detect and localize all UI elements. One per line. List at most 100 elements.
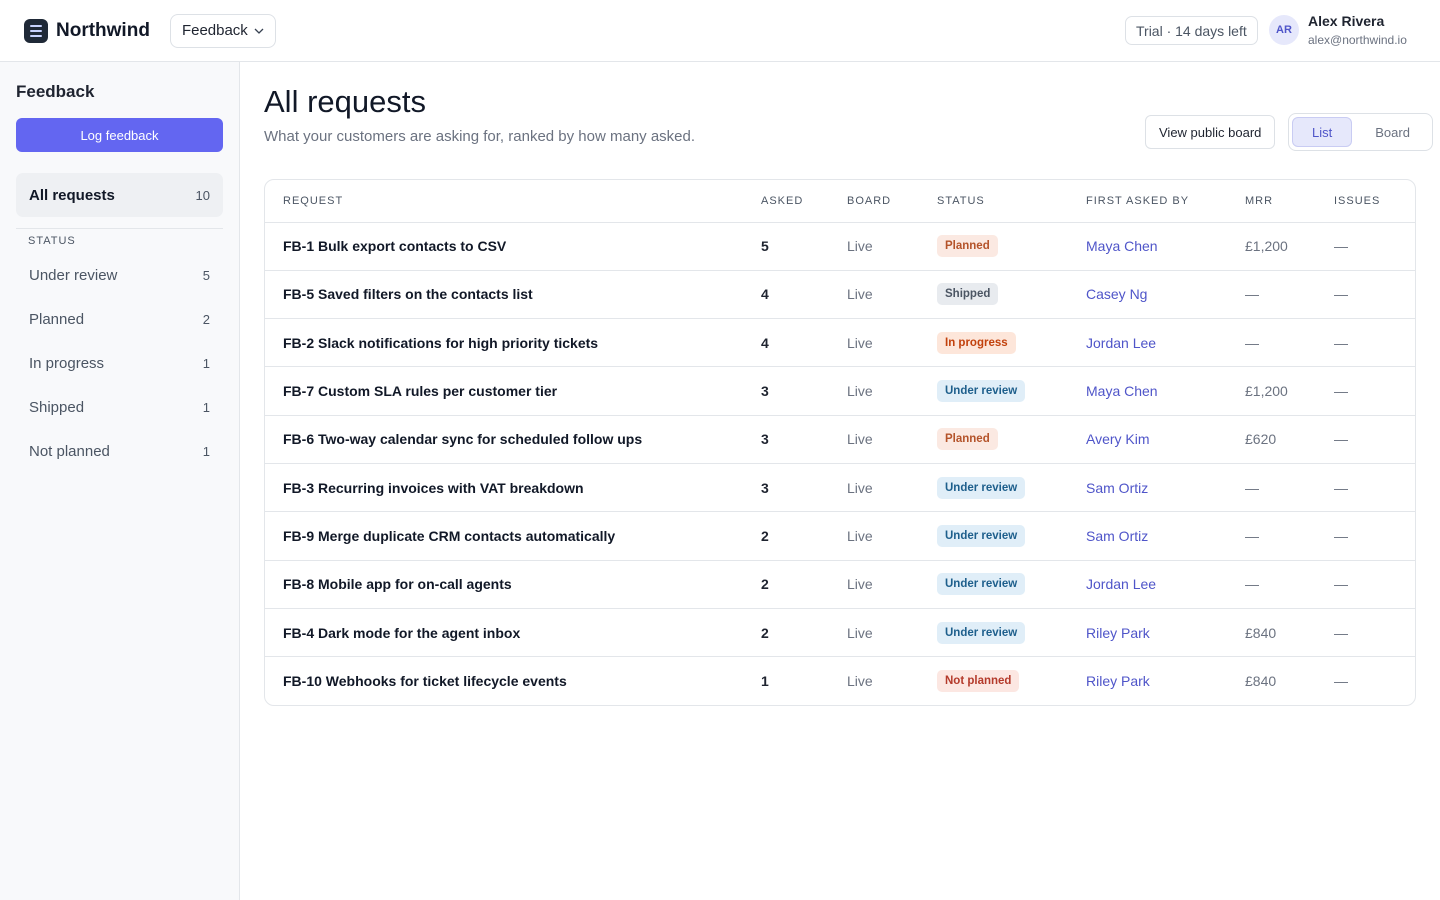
- issues: —: [1334, 414, 1415, 464]
- board: Live: [847, 318, 937, 367]
- status-badge: Under review: [937, 573, 1026, 596]
- request-title: FB-10 Webhooks for ticket lifecycle even…: [265, 656, 761, 705]
- view-toggle: List Board: [1288, 113, 1433, 151]
- top-bar: Northwind Feedback Trial · 14 days left …: [0, 0, 1440, 62]
- request-row[interactable]: FB-4 Dark mode for the agent inbox 2 Live U…: [265, 607, 1415, 657]
- request-row[interactable]: FB-1 Bulk export contacts to CSV 5 Live Pla…: [265, 221, 1415, 271]
- board: Live: [847, 559, 937, 609]
- issues: —: [1334, 607, 1415, 657]
- product-switcher-label: Feedback: [181, 22, 248, 39]
- request-row[interactable]: FB-7 Custom SLA rules per customer tier 3…: [265, 366, 1415, 416]
- mrr: —: [1245, 318, 1334, 367]
- first-asked-by[interactable]: Jordan Lee: [1086, 559, 1245, 609]
- status-cell: Under review: [937, 559, 1086, 609]
- request-title: FB-1 Bulk export contacts to CSV: [265, 221, 761, 271]
- first-asked-by[interactable]: Sam Ortiz: [1086, 511, 1245, 561]
- request-title: FB-5 Saved filters on the contacts list: [265, 269, 761, 319]
- log-feedback-button[interactable]: Log feedback: [16, 118, 223, 152]
- column-header: FIRST ASKED BY: [1086, 194, 1190, 207]
- avatar[interactable]: AR: [1269, 15, 1299, 45]
- requests-table: REQUEST ASKED BOARD STATUS FIRST ASKED BY MRR…: [264, 179, 1416, 706]
- board: Live: [847, 221, 937, 271]
- mrr: £840: [1245, 607, 1334, 657]
- status-badge: Under review: [937, 380, 1026, 403]
- request-row[interactable]: FB-8 Mobile app for on-call agents 2 Live U…: [265, 559, 1415, 609]
- status-cell: In progress: [937, 318, 1086, 367]
- nav-label: Planned: [29, 310, 85, 328]
- nav-status[interactable]: Not planned 1: [16, 429, 223, 473]
- mrr: —: [1245, 559, 1334, 609]
- nav-count: 1: [202, 355, 210, 371]
- view-public-board-button[interactable]: View public board: [1145, 115, 1276, 149]
- first-asked-by[interactable]: Sam Ortiz: [1086, 462, 1245, 512]
- first-asked-by[interactable]: Casey Ng: [1086, 269, 1245, 319]
- status-badge: Under review: [937, 524, 1026, 547]
- request-row[interactable]: FB-3 Recurring invoices with VAT breakdo…: [265, 462, 1415, 512]
- mrr: —: [1245, 462, 1334, 512]
- view-list[interactable]: List: [1292, 117, 1353, 147]
- asked-count: 2: [761, 559, 847, 609]
- asked-count: 4: [761, 318, 847, 367]
- first-asked-by[interactable]: Riley Park: [1086, 656, 1245, 705]
- mrr: £840: [1245, 656, 1334, 705]
- nav-count: 2: [202, 311, 210, 327]
- request-row[interactable]: FB-5 Saved filters on the contacts list 4…: [265, 269, 1415, 319]
- nav-status[interactable]: Under review 5: [16, 253, 223, 297]
- nav-status[interactable]: In progress 1: [16, 341, 223, 385]
- board: Live: [847, 656, 937, 705]
- column-header: REQUEST: [283, 194, 344, 207]
- first-asked-by[interactable]: Maya Chen: [1086, 221, 1245, 271]
- asked-count: 2: [761, 511, 847, 561]
- user-email: alex@northwind.io: [1308, 33, 1407, 47]
- asked-count: 3: [761, 414, 847, 464]
- board: Live: [847, 269, 937, 319]
- nav-label: In progress: [29, 354, 105, 372]
- column-header: STATUS: [937, 194, 985, 207]
- nav-count: 1: [202, 443, 210, 459]
- status-cell: Planned: [937, 221, 1086, 271]
- view-board[interactable]: Board: [1375, 124, 1410, 140]
- request-row[interactable]: FB-9 Merge duplicate CRM contacts automa…: [265, 511, 1415, 561]
- user-name: Alex Rivera: [1308, 13, 1385, 29]
- nav-status[interactable]: Shipped 1: [16, 385, 223, 429]
- issues: —: [1334, 318, 1415, 367]
- status-cell: Under review: [937, 511, 1086, 561]
- first-asked-by[interactable]: Maya Chen: [1086, 366, 1245, 416]
- issues: —: [1334, 656, 1415, 705]
- nav-all-requests[interactable]: All requests 10: [16, 173, 223, 217]
- product-switcher[interactable]: Feedback: [169, 13, 276, 48]
- request-row[interactable]: FB-2 Slack notifications for high priori…: [265, 318, 1415, 367]
- mrr: —: [1245, 269, 1334, 319]
- brand[interactable]: Northwind: [56, 19, 150, 41]
- request-row[interactable]: FB-10 Webhooks for ticket lifecycle even…: [265, 656, 1415, 705]
- header-row: REQUEST ASKED BOARD STATUS FIRST ASKED BY MRR…: [265, 180, 1415, 222]
- board: Live: [847, 462, 937, 512]
- asked-count: 3: [761, 366, 847, 416]
- trial-badge[interactable]: Trial · 14 days left: [1125, 16, 1258, 45]
- first-asked-by[interactable]: Riley Park: [1086, 607, 1245, 657]
- request-title: FB-2 Slack notifications for high priori…: [265, 318, 761, 367]
- status-cell: Under review: [937, 462, 1086, 512]
- mrr: £620: [1245, 414, 1334, 464]
- nav-label: Under review: [29, 266, 118, 284]
- nav-status[interactable]: Planned 2: [16, 297, 223, 341]
- request-row[interactable]: FB-6 Two-way calendar sync for scheduled…: [265, 414, 1415, 464]
- first-asked-by[interactable]: Avery Kim: [1086, 414, 1245, 464]
- status-badge: Under review: [937, 621, 1026, 644]
- column-header: ISSUES: [1334, 194, 1381, 207]
- asked-count: 4: [761, 269, 847, 319]
- asked-count: 2: [761, 607, 847, 657]
- issues: —: [1334, 559, 1415, 609]
- request-title: FB-3 Recurring invoices with VAT breakdo…: [265, 462, 761, 512]
- issues: —: [1334, 366, 1415, 416]
- nav-label: Not planned: [29, 442, 110, 460]
- asked-count: 5: [761, 221, 847, 271]
- status-cell: Planned: [937, 414, 1086, 464]
- board: Live: [847, 511, 937, 561]
- request-title: FB-7 Custom SLA rules per customer tier: [265, 366, 761, 416]
- status-badge: Planned: [937, 428, 998, 451]
- first-asked-by[interactable]: Jordan Lee: [1086, 318, 1245, 367]
- table: REQUEST ASKED BOARD STATUS FIRST ASKED BY MRR…: [265, 180, 1415, 705]
